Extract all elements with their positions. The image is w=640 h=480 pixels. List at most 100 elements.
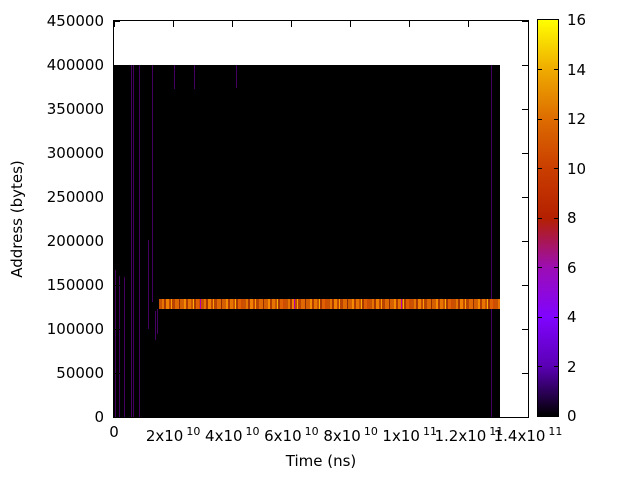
colorbar-tick-label: 16	[567, 11, 587, 29]
x-tick-mark	[409, 21, 411, 27]
heatmap-vline	[130, 65, 132, 417]
colorbar-tick-label: 4	[567, 308, 577, 326]
colorbar-tick-mark	[538, 366, 542, 367]
plot-area	[113, 20, 529, 418]
x-tick-label: 6x10 10	[264, 425, 319, 445]
colorbar-tick-mark	[538, 316, 542, 318]
y-tick-label: 100000	[46, 320, 104, 338]
heatmap-vline	[235, 65, 237, 88]
plot-inner	[114, 21, 528, 417]
x-tick-mark	[114, 21, 115, 27]
x-tick-label: 1.4x10 11	[493, 425, 563, 445]
y-tick-mark	[114, 416, 120, 417]
colorbar-tick-mark	[554, 69, 558, 70]
colorbar-tick-mark	[538, 267, 542, 268]
x-tick-label: 2x10 10	[145, 425, 201, 445]
y-tick-label: 250000	[46, 188, 104, 206]
heatmap-vline	[133, 65, 134, 417]
colorbar-tick-mark	[538, 118, 542, 120]
stripe-fleck	[294, 298, 296, 309]
heatmap-stripe	[158, 298, 501, 309]
colorbar-tick-label: 12	[567, 110, 587, 128]
heatmap-vline	[115, 270, 116, 417]
x-tick-mark	[527, 411, 528, 417]
y-axis-title: Address (bytes)	[8, 160, 26, 278]
colorbar-tick-label: 2	[567, 357, 577, 376]
stripe-fleck	[400, 298, 402, 309]
colorbar-tick-label: 0	[567, 407, 577, 425]
x-tick-mark	[290, 21, 292, 27]
y-tick-mark	[114, 196, 120, 198]
y-tick-mark	[522, 196, 528, 198]
y-tick-label: 450000	[46, 12, 104, 30]
colorbar-tick-mark	[554, 316, 558, 318]
colorbar-tick-mark	[554, 366, 558, 367]
x-tick-label: 8x10 10	[323, 425, 378, 445]
colorbar-tick-mark	[554, 168, 558, 169]
colorbar-tick-mark	[554, 118, 558, 120]
y-tick-mark	[522, 64, 528, 66]
colorbar-tick-mark	[554, 267, 558, 268]
x-axis-title: Time (ns)	[285, 452, 357, 470]
x-tick-mark	[468, 411, 470, 417]
y-tick-mark	[522, 372, 528, 374]
y-tick-mark	[522, 284, 528, 286]
colorbar-tick-mark	[538, 217, 542, 219]
heatmap-vline	[491, 65, 493, 417]
x-tick-label: 1.2x10 11	[434, 425, 504, 445]
x-tick-mark	[231, 411, 233, 417]
heatmap-vline	[154, 311, 156, 340]
heatmap-vline	[173, 65, 175, 89]
y-tick-mark	[522, 416, 528, 417]
heatmap-vline	[118, 276, 120, 417]
x-tick-mark	[290, 411, 292, 417]
y-tick-mark	[522, 21, 528, 22]
heatmap-vline	[147, 240, 149, 329]
heatmap-data-region	[114, 65, 501, 417]
colorbar-gradient	[538, 20, 558, 416]
heatmap-vline	[151, 65, 153, 302]
y-tick-label: 150000	[46, 276, 104, 294]
colorbar-tick-label: 10	[567, 159, 587, 178]
y-tick-mark	[114, 240, 120, 242]
x-tick-mark	[409, 411, 411, 417]
x-tick-mark	[172, 411, 174, 417]
y-tick-mark	[114, 328, 120, 330]
heatmap-vline	[157, 308, 159, 335]
heatmap-vline	[138, 65, 140, 417]
y-tick-mark	[522, 108, 528, 110]
y-tick-label: 0	[94, 408, 104, 426]
colorbar-tick-label: 6	[567, 258, 577, 277]
y-tick-label: 50000	[56, 364, 104, 382]
y-tick-label: 400000	[46, 56, 104, 74]
colorbar-tick-label: 8	[567, 209, 577, 227]
stripe-fleck	[199, 298, 201, 309]
heatmap-vline	[123, 277, 125, 417]
x-tick-mark	[172, 21, 174, 27]
x-tick-mark	[231, 21, 233, 27]
heatmap-vline	[193, 65, 195, 89]
y-tick-label: 300000	[46, 144, 104, 162]
y-tick-mark	[522, 328, 528, 330]
colorbar-tick-mark	[554, 217, 558, 219]
y-tick-mark	[114, 108, 120, 110]
y-tick-label: 350000	[46, 100, 104, 118]
y-tick-label: 200000	[46, 232, 104, 250]
y-tick-mark	[114, 64, 120, 66]
y-tick-mark	[114, 152, 120, 154]
y-tick-mark	[114, 372, 120, 374]
x-tick-label: 1x10 11	[382, 425, 437, 445]
x-tick-mark	[350, 411, 352, 417]
colorbar	[537, 19, 559, 417]
x-tick-mark	[527, 21, 528, 27]
y-tick-mark	[522, 240, 528, 242]
x-tick-mark	[114, 411, 115, 417]
x-tick-mark	[468, 21, 470, 27]
y-tick-mark	[114, 284, 120, 286]
x-tick-label: 4x10 10	[205, 425, 260, 445]
y-tick-mark	[522, 152, 528, 154]
colorbar-tick-mark	[538, 168, 542, 169]
y-tick-mark	[114, 21, 120, 22]
x-tick-mark	[350, 21, 352, 27]
